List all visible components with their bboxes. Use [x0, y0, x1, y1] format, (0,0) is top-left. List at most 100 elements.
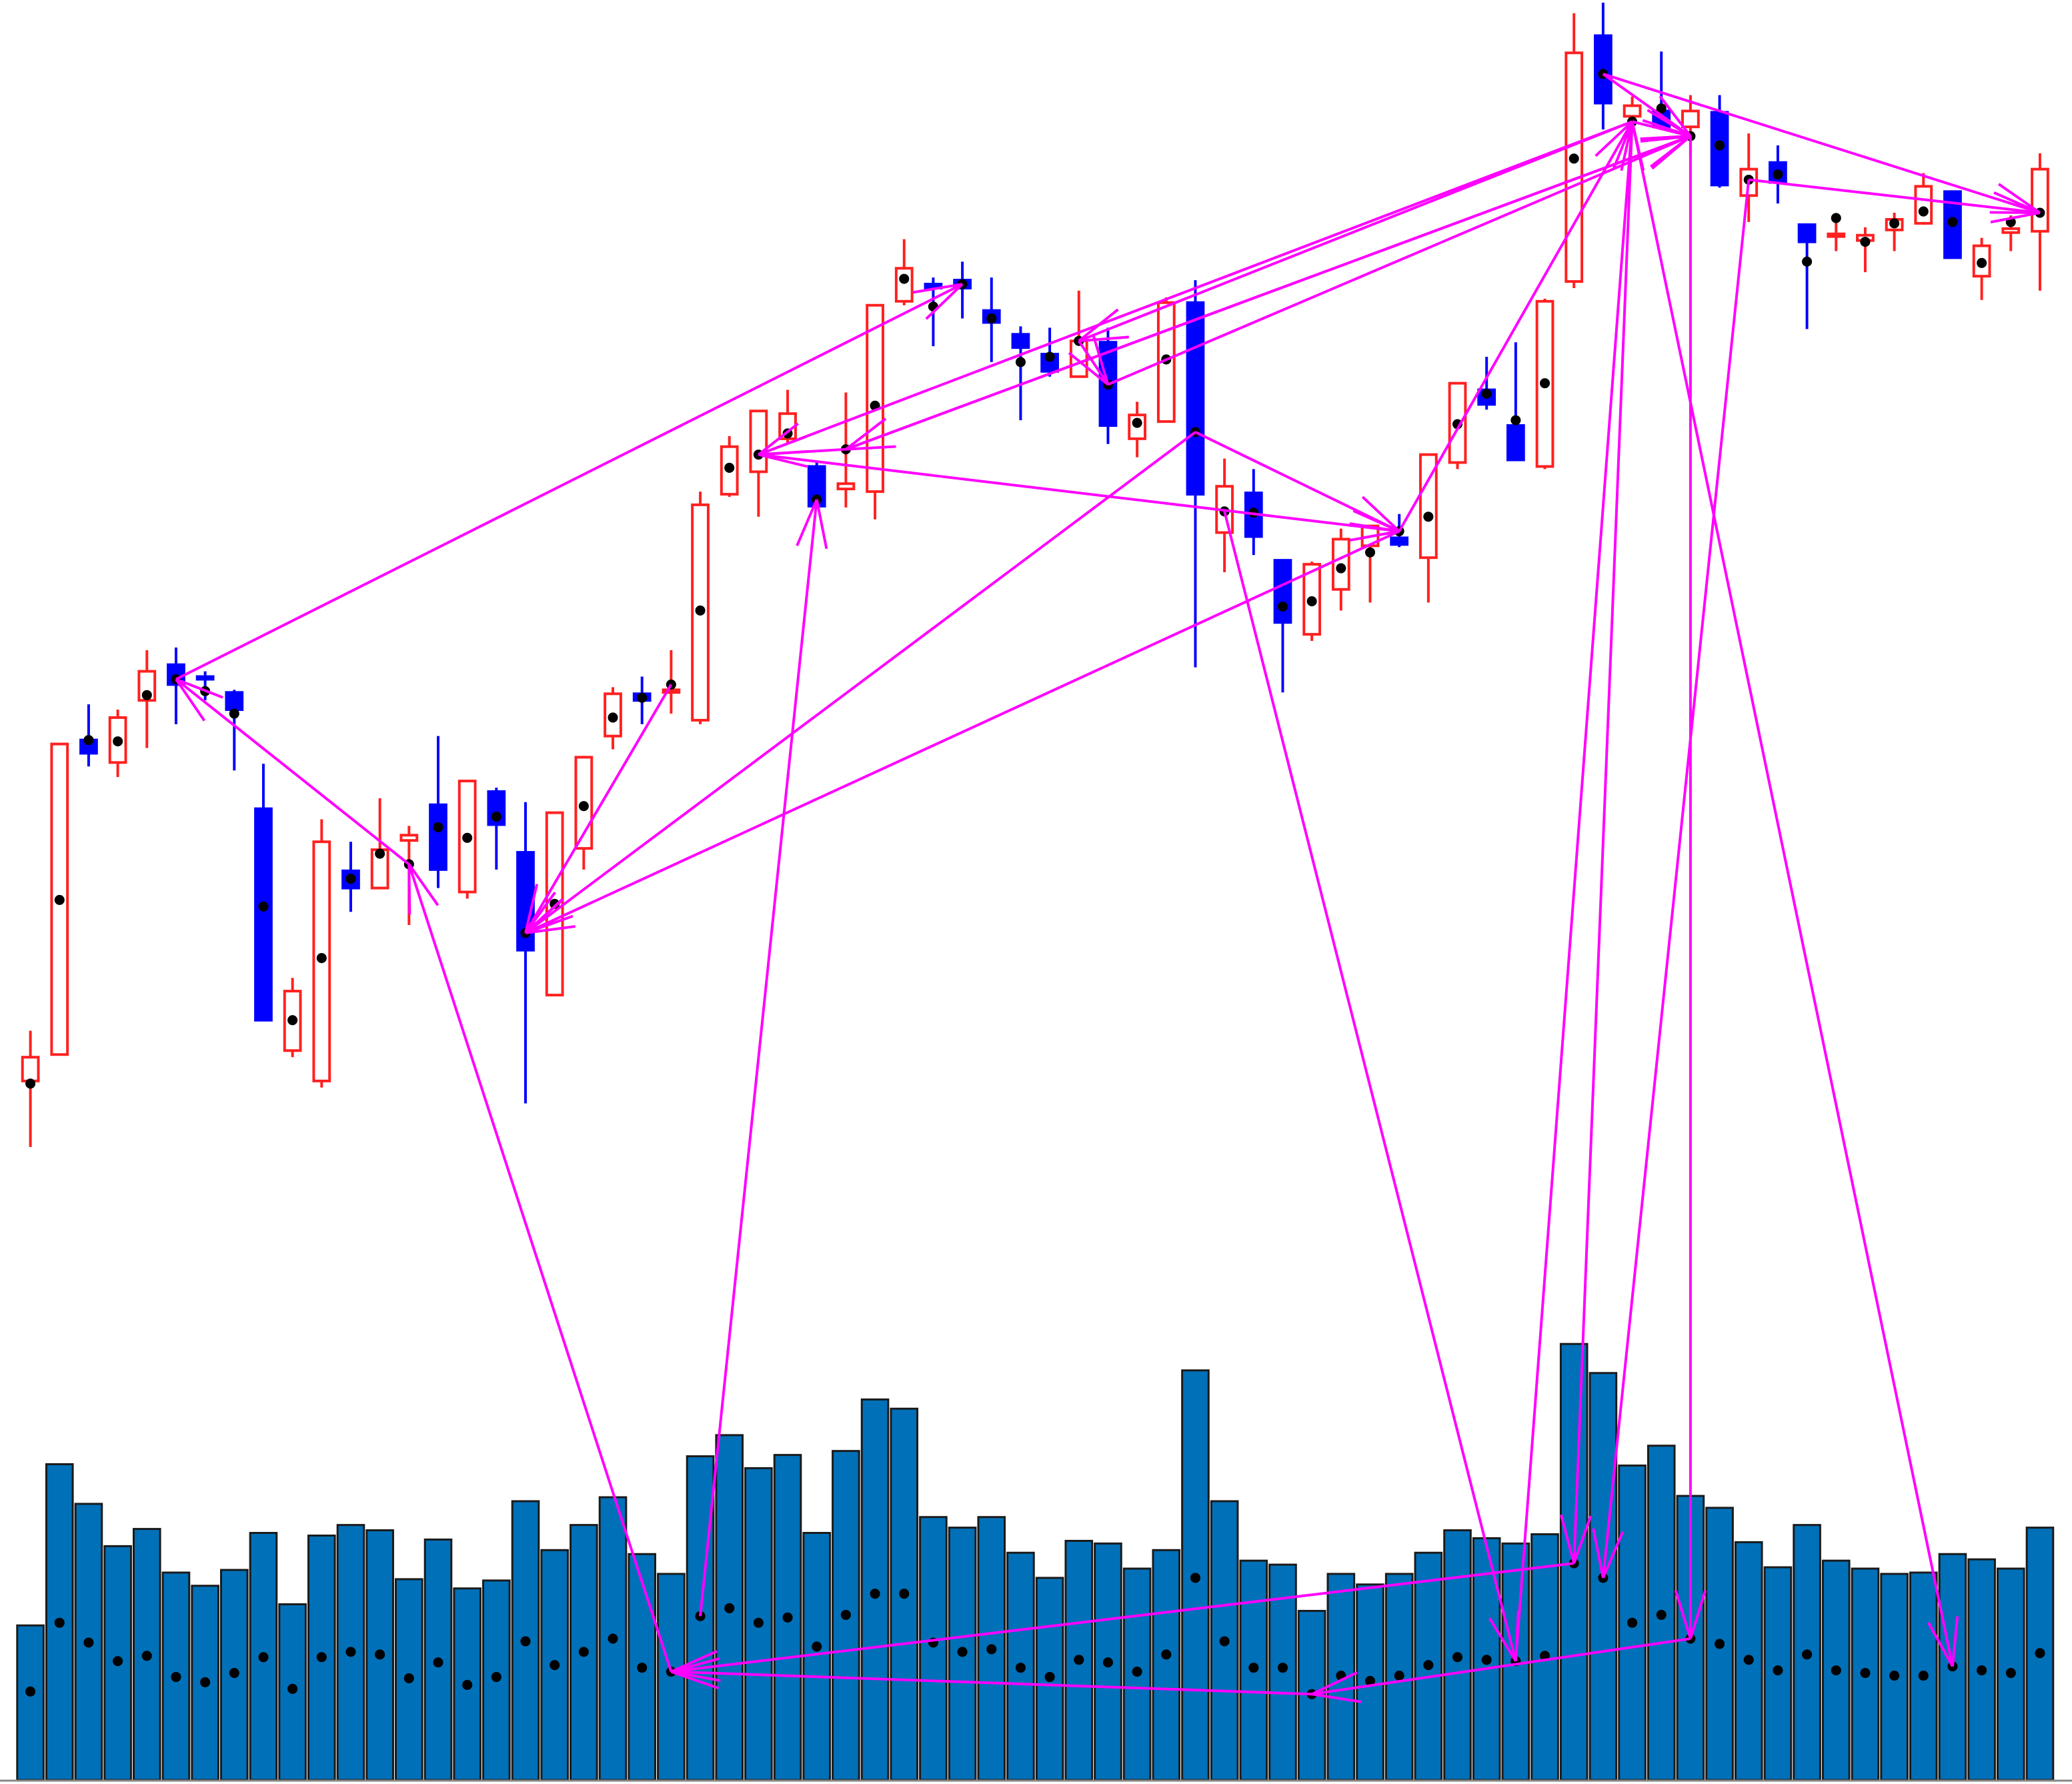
dot [1947, 217, 1958, 227]
dot [637, 1663, 648, 1673]
dot [1918, 206, 1929, 217]
dot [200, 1677, 211, 1687]
candle-body [894, 267, 914, 303]
dot [1423, 512, 1434, 522]
dot [608, 712, 618, 723]
dot [229, 708, 239, 719]
candle-body [2001, 227, 2021, 234]
dot [287, 1683, 298, 1694]
dot [899, 1589, 910, 1599]
dot [1132, 417, 1142, 428]
dot [1364, 547, 1376, 558]
arrow-head [1361, 496, 1400, 533]
dot [229, 1668, 239, 1679]
dot [1802, 1649, 1813, 1660]
arrow-line [175, 678, 410, 866]
candle-body [836, 482, 856, 491]
dot [1977, 257, 1987, 268]
arrow-line [525, 530, 1400, 934]
volume-bar [1152, 1549, 1181, 1781]
dot [1015, 1663, 1026, 1673]
dot [345, 1647, 356, 1657]
dot [986, 1644, 997, 1655]
dot [375, 848, 385, 859]
candle-body [866, 303, 884, 494]
arrow-line [524, 684, 673, 934]
dot [1190, 1573, 1200, 1583]
dot [1539, 378, 1550, 389]
arrow-head [846, 445, 896, 451]
dot [695, 605, 706, 616]
dot [462, 1679, 473, 1690]
dot [1889, 1670, 1900, 1681]
dot [1773, 169, 1783, 180]
arrow-head [1640, 135, 1691, 141]
arrow-line [758, 448, 846, 456]
dot [1802, 256, 1813, 267]
arrow-head [1613, 121, 1634, 169]
arrow-head [1927, 1621, 1954, 1667]
arrow-head [175, 678, 206, 722]
dot [433, 822, 443, 832]
arrow-line [175, 283, 963, 681]
arrow-head [670, 1670, 720, 1690]
candle-body [1565, 51, 1584, 283]
dot [1277, 601, 1288, 612]
candle-body [399, 834, 419, 842]
arrow-head [1595, 120, 1633, 157]
dot [812, 1641, 822, 1652]
dot [1132, 1667, 1142, 1677]
dot [1715, 140, 1725, 151]
arrow-line [1631, 121, 1954, 1667]
dot [1715, 1639, 1725, 1649]
dot [491, 812, 501, 822]
dot [2005, 1668, 2016, 1679]
dot [724, 1603, 735, 1613]
volume-bar [686, 1455, 715, 1781]
dot [608, 1633, 618, 1644]
candle-body [2031, 167, 2049, 233]
dot [1394, 1670, 1404, 1681]
dot [1831, 213, 1841, 223]
candle-body [662, 688, 681, 694]
dot [1364, 1675, 1376, 1686]
arrow-line [524, 431, 1196, 934]
volume-bar [948, 1527, 977, 1781]
arrow-head [1951, 1616, 1959, 1667]
candle-body [225, 691, 244, 712]
volume-bar [16, 1624, 45, 1781]
dot [1044, 1671, 1055, 1683]
candle-body [1390, 536, 1409, 546]
candle-body [1681, 109, 1700, 129]
dot [83, 1637, 94, 1648]
dot [1860, 1668, 1871, 1679]
dot [550, 1660, 560, 1671]
dot [25, 1686, 36, 1697]
dot [1860, 237, 1871, 247]
dot [1918, 1670, 1929, 1681]
arrow-head [1559, 1514, 1576, 1564]
dot [316, 953, 327, 964]
volume-bar [423, 1538, 453, 1781]
arrow-head [1649, 135, 1692, 168]
arrow-line [1632, 120, 1691, 138]
dot [1102, 1657, 1113, 1668]
dot [83, 735, 94, 746]
candle-body [1506, 424, 1525, 462]
arrow-head [1078, 308, 1119, 342]
dot [637, 692, 648, 703]
candle-body [749, 409, 768, 474]
dot [54, 894, 65, 905]
dot [724, 462, 735, 473]
arrow-line [1601, 179, 1751, 1579]
arrow-line [671, 1670, 1312, 1696]
dot [1481, 388, 1492, 399]
dot [345, 874, 356, 884]
arrow-line [1078, 120, 1633, 343]
dot [375, 1649, 385, 1660]
dot [403, 1673, 414, 1684]
arrow-head [524, 884, 539, 934]
dot [1161, 1649, 1172, 1660]
arrow-head [1674, 1590, 1692, 1639]
arrow-line [1749, 178, 2041, 214]
